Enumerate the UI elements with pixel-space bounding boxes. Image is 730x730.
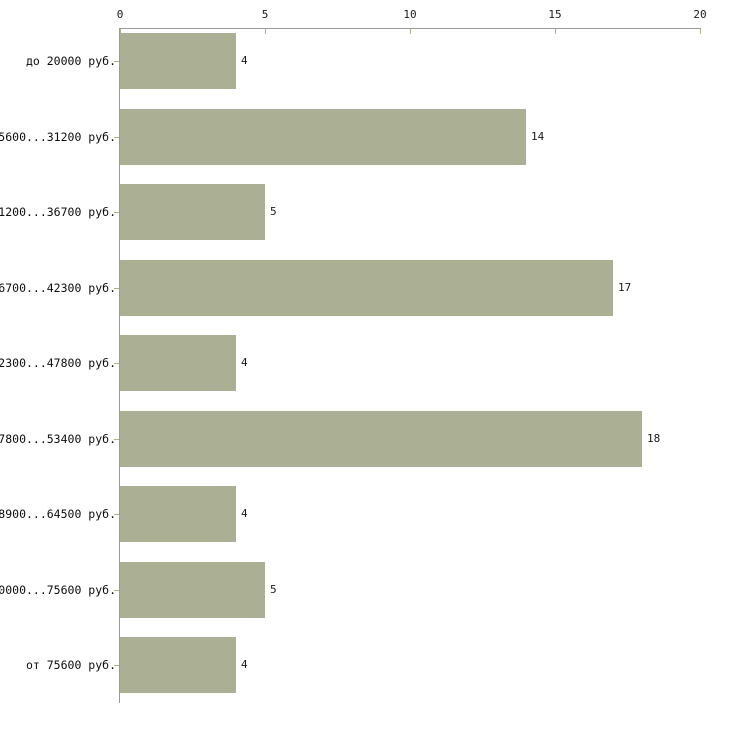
- bar[interactable]: [120, 259, 613, 316]
- category-label: 25600...31200 руб.: [0, 129, 116, 144]
- category-label: до 20000 руб.: [25, 54, 116, 68]
- value-axis-tick-label: 20: [693, 8, 707, 21]
- category-label: 70000...75600 руб.: [0, 582, 116, 597]
- category-axis-tick: [114, 137, 119, 138]
- value-axis-tick: [555, 29, 556, 34]
- bar-value-label: 4: [241, 54, 248, 67]
- category-label: 36700...42300 руб.: [0, 280, 116, 295]
- category-axis-tick: [114, 665, 119, 666]
- category-axis-tick: [114, 212, 119, 213]
- category-axis-tick: [114, 590, 119, 591]
- category-label: 42300...47800 руб.: [0, 356, 116, 370]
- bar[interactable]: [120, 410, 642, 467]
- value-axis-tick-label: 10: [403, 8, 417, 21]
- value-axis-tick: [410, 29, 411, 34]
- category-label: 47800...53400 руб.: [0, 431, 116, 446]
- value-axis-tick-label: 0: [116, 8, 124, 21]
- category-axis-tick: [114, 439, 119, 440]
- category-label: от 75600 руб.: [25, 658, 116, 672]
- bar[interactable]: [120, 184, 265, 240]
- category-axis-tick: [114, 61, 119, 62]
- category-axis-tick: [114, 288, 119, 289]
- category-axis-tick: [114, 514, 119, 515]
- bar[interactable]: [120, 561, 265, 618]
- bar[interactable]: [120, 637, 236, 693]
- bar-value-label: 5: [270, 582, 277, 596]
- value-axis-tick-label: 5: [261, 8, 269, 21]
- bar-value-label: 5: [270, 205, 277, 218]
- bar-value-label: 4: [241, 507, 248, 520]
- bar-value-label: 4: [241, 356, 248, 369]
- category-axis-line: [119, 28, 120, 703]
- bar[interactable]: [120, 335, 236, 391]
- value-axis-line: [120, 28, 701, 29]
- value-axis-tick: [700, 29, 701, 34]
- bar-value-label: 17: [618, 280, 632, 294]
- value-axis-tick: [265, 29, 266, 34]
- bar-value-label: 4: [241, 658, 248, 671]
- category-label: 58900...64500 руб.: [0, 507, 116, 521]
- category-axis-tick: [114, 363, 119, 364]
- value-axis-tick: [120, 29, 121, 34]
- bar[interactable]: [120, 486, 236, 542]
- bar[interactable]: [120, 33, 236, 89]
- category-label: 31200...36700 руб.: [0, 205, 116, 219]
- bar-value-label: 14: [531, 129, 545, 143]
- bar[interactable]: [120, 108, 526, 165]
- value-axis-tick-label: 15: [548, 8, 562, 21]
- bar-value-label: 18: [647, 431, 661, 445]
